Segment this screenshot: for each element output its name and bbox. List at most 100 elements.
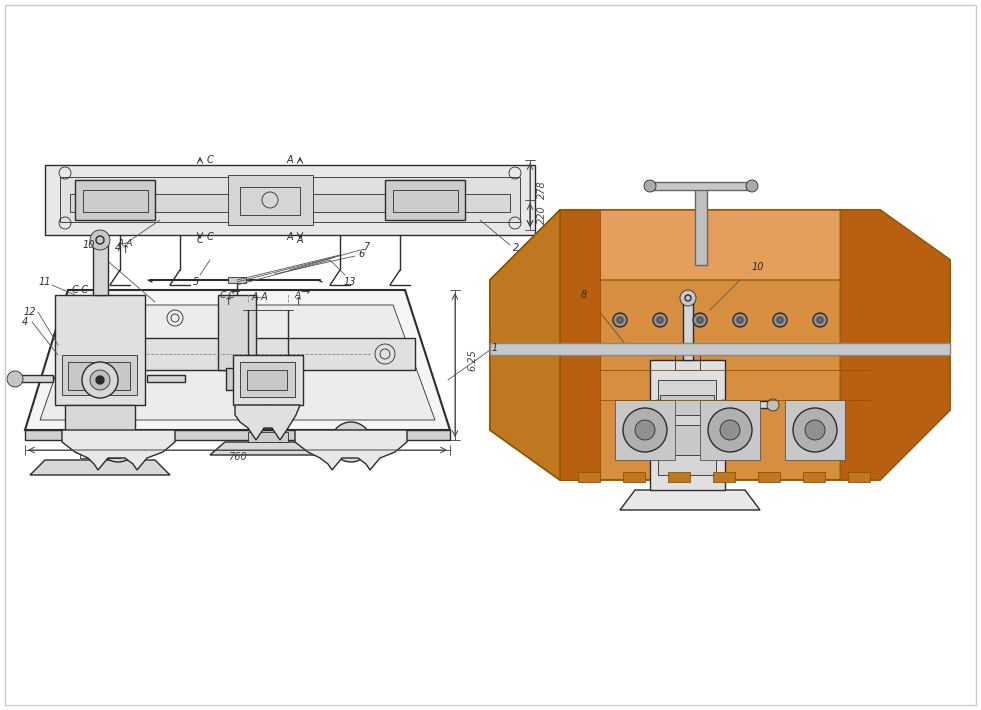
Text: 6.25: 6.25	[467, 349, 477, 371]
Bar	[578, 472, 600, 482]
Text: 13: 13	[343, 277, 356, 287]
Bar	[55, 295, 145, 405]
Bar	[62, 355, 137, 395]
Polygon shape	[840, 210, 950, 480]
Circle shape	[653, 313, 667, 327]
Bar	[83, 190, 148, 212]
Bar	[75, 180, 155, 220]
Polygon shape	[700, 400, 760, 460]
Circle shape	[746, 180, 758, 192]
Circle shape	[737, 317, 743, 323]
Polygon shape	[615, 400, 675, 460]
Circle shape	[708, 408, 752, 452]
Text: 10: 10	[82, 240, 95, 250]
Bar	[147, 375, 185, 382]
Circle shape	[115, 439, 121, 445]
Circle shape	[265, 415, 269, 419]
Circle shape	[90, 230, 110, 250]
Polygon shape	[40, 305, 435, 420]
Polygon shape	[620, 490, 760, 510]
Circle shape	[331, 422, 371, 462]
Text: 2: 2	[513, 243, 519, 253]
Text: 4: 4	[22, 317, 28, 327]
Bar	[713, 472, 735, 482]
Bar	[683, 300, 693, 360]
Bar	[68, 362, 130, 390]
Text: C: C	[207, 155, 214, 165]
Bar	[623, 472, 645, 482]
Text: C-C: C-C	[220, 290, 235, 300]
Text: 278: 278	[537, 180, 547, 200]
Circle shape	[644, 180, 656, 192]
Polygon shape	[560, 210, 600, 480]
Circle shape	[733, 313, 747, 327]
Circle shape	[777, 317, 783, 323]
Text: 4: 4	[115, 243, 121, 253]
Bar	[70, 194, 510, 212]
Circle shape	[657, 317, 663, 323]
Text: ↑: ↑	[224, 297, 232, 307]
Bar	[240, 187, 300, 215]
Bar	[60, 177, 520, 222]
Circle shape	[793, 408, 837, 452]
Circle shape	[817, 317, 823, 323]
Polygon shape	[30, 460, 170, 475]
Circle shape	[96, 376, 104, 384]
Bar	[668, 472, 690, 482]
Circle shape	[720, 420, 740, 440]
Text: 5: 5	[193, 277, 199, 287]
Polygon shape	[235, 405, 300, 440]
Bar	[25, 430, 450, 440]
Text: 220: 220	[537, 206, 547, 224]
Text: 760: 760	[228, 452, 246, 462]
Bar	[675, 355, 700, 370]
Circle shape	[693, 313, 707, 327]
Polygon shape	[490, 210, 560, 480]
Circle shape	[767, 399, 779, 411]
Text: ←: ←	[231, 287, 239, 297]
Text: →: →	[300, 287, 310, 297]
Polygon shape	[785, 400, 845, 460]
Polygon shape	[62, 430, 175, 470]
Bar	[803, 472, 825, 482]
Bar	[848, 472, 870, 482]
Text: 8: 8	[581, 290, 587, 300]
Bar	[228, 277, 246, 283]
Circle shape	[348, 439, 354, 445]
Circle shape	[7, 371, 23, 387]
Bar	[240, 362, 295, 397]
Polygon shape	[295, 430, 407, 470]
Circle shape	[635, 420, 655, 440]
Bar	[60, 338, 415, 370]
Text: 10: 10	[751, 262, 764, 272]
Bar	[226, 368, 248, 390]
Text: A-A: A-A	[118, 239, 132, 248]
Circle shape	[697, 317, 703, 323]
Circle shape	[773, 313, 787, 327]
Circle shape	[623, 408, 667, 452]
Circle shape	[255, 405, 279, 429]
Text: 1: 1	[491, 343, 498, 353]
Bar	[723, 401, 773, 408]
Bar	[660, 395, 714, 415]
Bar	[758, 472, 780, 482]
Circle shape	[680, 290, 696, 306]
Text: C: C	[196, 235, 203, 245]
Text: A: A	[286, 155, 293, 165]
Text: A: A	[286, 232, 293, 242]
Circle shape	[82, 362, 118, 398]
Bar	[75, 437, 125, 452]
Text: 11: 11	[39, 277, 51, 287]
Bar	[45, 165, 535, 235]
Bar	[218, 295, 256, 370]
Text: 12: 12	[24, 307, 36, 317]
Circle shape	[813, 313, 827, 327]
Polygon shape	[25, 290, 450, 430]
Text: 6: 6	[359, 249, 365, 259]
Circle shape	[613, 313, 627, 327]
Circle shape	[98, 422, 138, 462]
Bar	[660, 425, 714, 455]
Bar	[248, 432, 288, 442]
Bar	[15, 375, 53, 382]
Circle shape	[805, 420, 825, 440]
